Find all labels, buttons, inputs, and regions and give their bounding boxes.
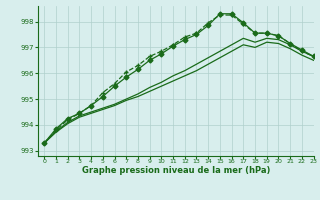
X-axis label: Graphe pression niveau de la mer (hPa): Graphe pression niveau de la mer (hPa) bbox=[82, 166, 270, 175]
